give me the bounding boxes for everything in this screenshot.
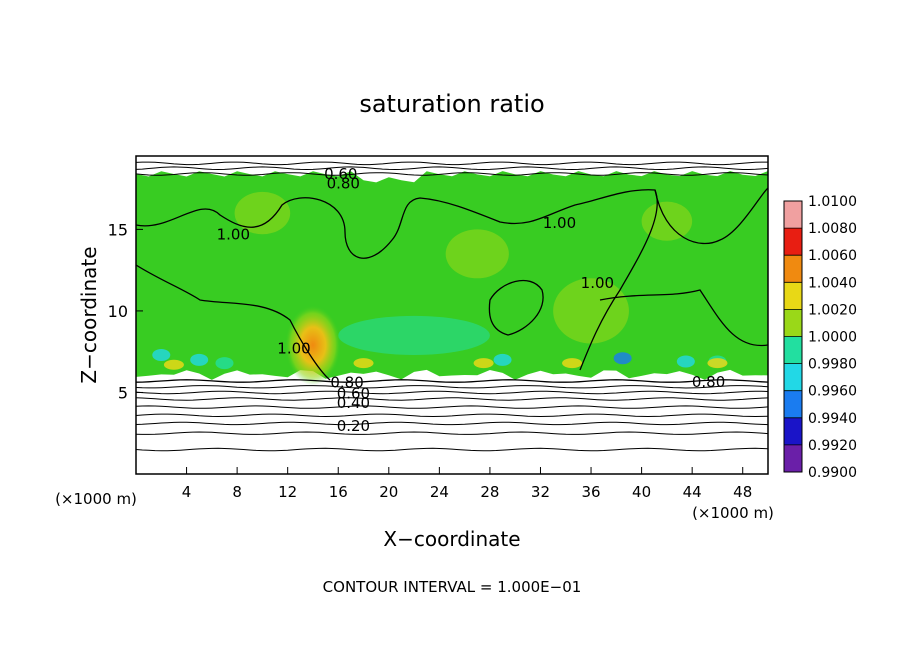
contour-label: 0.20 xyxy=(337,417,370,435)
contour-label: 0.80 xyxy=(327,175,360,193)
x-tick-label: 36 xyxy=(581,483,600,501)
x-tick-label: 32 xyxy=(531,483,550,501)
contour-line-1-00 xyxy=(136,189,658,371)
field-speck xyxy=(676,355,695,368)
x-axis-unit: (×1000 m) xyxy=(692,504,774,522)
contour-line-low xyxy=(136,431,768,435)
colorbar-swatch xyxy=(784,444,802,472)
colorbar-label: 0.9940 xyxy=(808,411,857,427)
x-tick-label: 24 xyxy=(430,483,449,501)
contour-label: 1.00 xyxy=(581,274,614,292)
contour-line-1-00 xyxy=(654,187,768,245)
field-speck xyxy=(613,352,632,365)
chart-title: saturation ratio xyxy=(359,90,544,118)
colorbar-label: 0.9900 xyxy=(808,465,857,481)
contour-label: 0.80 xyxy=(330,374,363,392)
x-tick-label: 4 xyxy=(182,483,192,501)
x-tick-label: 28 xyxy=(480,483,499,501)
contour-label: 0.60 xyxy=(337,384,370,402)
colorbar-swatch xyxy=(784,417,802,445)
colorbar: 0.9900 0.9920 0.9940 0.9960 0.9980 1.0000 1.00… xyxy=(783,194,857,481)
field-patch xyxy=(338,315,490,355)
contour-line-low xyxy=(136,447,768,452)
x-tick-label: 8 xyxy=(232,483,242,501)
colorbar-label: 1.0080 xyxy=(808,221,857,237)
field-patch xyxy=(553,278,629,344)
contour-labels: 0.600.801.001.001.001.000.800.600.400.20… xyxy=(217,165,726,435)
colorbar-label: 0.9960 xyxy=(808,384,857,400)
contour-label: 0.80 xyxy=(692,373,725,391)
colorbar-label: 1.0000 xyxy=(808,330,857,346)
plot-frame xyxy=(135,155,769,475)
field-speck xyxy=(493,353,512,366)
colorbar-swatch xyxy=(784,363,802,391)
field-speck xyxy=(152,348,171,361)
colorbar-swatch xyxy=(784,255,802,283)
contour-label: 0.60 xyxy=(324,165,357,183)
y-tick-label: 5 xyxy=(118,383,128,402)
contour-lines xyxy=(136,161,768,452)
contour-line-1-00 xyxy=(136,264,331,381)
warm-speck xyxy=(473,358,494,369)
contour-line-low xyxy=(136,421,768,426)
y-tick-label: 15 xyxy=(108,220,128,239)
x-axis-ticks: 4 8 12 16 20 24 28 32 36 40 44 48 xyxy=(182,467,752,501)
warm-speck xyxy=(163,359,184,370)
contour-label: 1.00 xyxy=(277,339,310,357)
x-axis-label: X−coordinate xyxy=(383,527,520,551)
field-patch xyxy=(234,191,291,235)
x-tick-label: 12 xyxy=(278,483,297,501)
colorbar-swatch xyxy=(784,228,802,256)
y-tick-label: 10 xyxy=(108,302,128,321)
colorbar-swatch xyxy=(784,309,802,337)
x-tick-label: 44 xyxy=(683,483,702,501)
x-tick-label: 48 xyxy=(733,483,752,501)
colorbar-swatch xyxy=(784,282,802,310)
contour-label: 1.00 xyxy=(217,225,250,243)
colorbar-swatch xyxy=(784,336,802,364)
warm-speck xyxy=(353,358,374,369)
field-patch xyxy=(445,229,509,279)
colorbar-label: 0.9980 xyxy=(808,357,857,373)
contour-line-low xyxy=(136,390,768,395)
warm-speck xyxy=(707,358,728,369)
contour-line-top xyxy=(136,172,768,176)
field-speck xyxy=(190,353,209,366)
contour-line-low xyxy=(136,405,768,409)
contour-line-top xyxy=(136,161,768,166)
y-axis-ticks: 5 10 15 xyxy=(108,220,143,402)
contour-line-low xyxy=(136,379,768,383)
colorbar-swatch xyxy=(784,201,802,229)
field-speck xyxy=(215,357,234,370)
contour-line-top xyxy=(136,166,768,171)
x-tick-label: 40 xyxy=(632,483,651,501)
saturation-field xyxy=(136,171,768,386)
contour-line-1-00 xyxy=(599,289,768,347)
colorbar-label: 0.9920 xyxy=(808,438,857,454)
y-axis-label: Z−coordinate xyxy=(77,246,101,383)
colorbar-label: 1.0020 xyxy=(808,302,857,318)
contour-line-low xyxy=(136,413,768,418)
x-tick-label: 16 xyxy=(329,483,348,501)
contour-label: 1.00 xyxy=(543,214,576,232)
contour-label: 0.40 xyxy=(337,394,370,412)
x-tick-label: 20 xyxy=(379,483,398,501)
warm-anomaly xyxy=(284,305,341,386)
contour-line-low xyxy=(136,397,768,401)
contour-line-1-00 xyxy=(488,279,544,336)
colorbar-swatch xyxy=(784,390,802,418)
plot-area xyxy=(136,161,768,452)
colorbar-label: 1.0100 xyxy=(808,194,857,210)
contour-interval-footer: CONTOUR INTERVAL = 1.000E−01 xyxy=(323,578,582,596)
warm-speck xyxy=(562,358,583,369)
colorbar-label: 1.0060 xyxy=(808,248,857,264)
colorbar-label: 1.0040 xyxy=(808,275,857,291)
contour-line-low xyxy=(136,385,768,389)
y-axis-unit: (×1000 m) xyxy=(55,490,137,508)
